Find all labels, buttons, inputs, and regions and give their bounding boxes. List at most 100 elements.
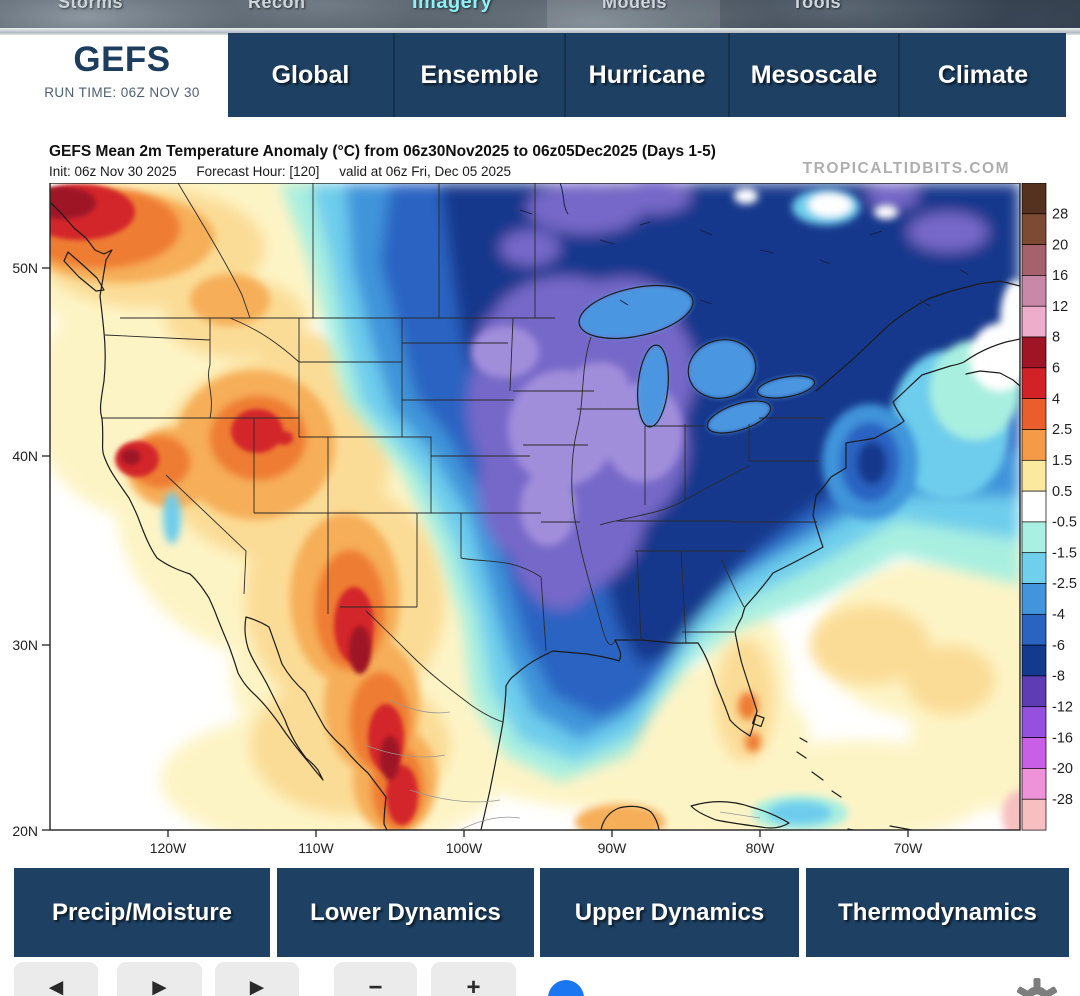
- colorbar-band: [1021, 213, 1047, 246]
- colorbar-band: [1021, 798, 1047, 831]
- lat-label: 40N: [12, 448, 38, 464]
- colorbar-band: [1021, 613, 1047, 646]
- map-frame: [49, 183, 1021, 831]
- cold-levels: [280, 183, 1020, 782]
- colorbar-band: [1021, 737, 1047, 769]
- sitenav-models[interactable]: Models: [602, 0, 668, 12]
- svg-text:-12: -12: [1052, 699, 1073, 715]
- watermark: TROPICALTIDBITS.COM: [802, 160, 1010, 177]
- canada-lakes: [519, 183, 969, 307]
- models-hover-highlight: [547, 0, 720, 28]
- svg-text:1.5: 1.5: [1052, 453, 1072, 469]
- colorbar-band: [1021, 367, 1047, 400]
- colorbar-band: [1021, 768, 1047, 800]
- svg-text:0.5: 0.5: [1052, 484, 1072, 500]
- next-frame-button[interactable]: ►: [215, 962, 299, 996]
- lat-label: 20N: [12, 823, 38, 839]
- speed-up-button[interactable]: +: [431, 962, 516, 996]
- tab-precip-moisture[interactable]: Precip/Moisture: [14, 868, 270, 957]
- tab-ensemble[interactable]: Ensemble: [393, 33, 564, 117]
- colorbar-band: [1021, 305, 1047, 338]
- sitenav-recon[interactable]: Recon: [248, 0, 306, 12]
- state-borders: [101, 183, 824, 723]
- svg-text:16: 16: [1052, 268, 1068, 284]
- svg-text:-8: -8: [1052, 669, 1065, 685]
- colorbar-band: [1021, 336, 1047, 369]
- colorbar-band: [1021, 183, 1047, 215]
- svg-text:-4: -4: [1052, 607, 1065, 623]
- lat-label: 30N: [12, 637, 38, 653]
- lon-label: 70W: [894, 840, 924, 856]
- model-header: GEFS RUN TIME: 06Z NOV 30: [18, 40, 226, 100]
- colorbar-band: [1021, 459, 1047, 492]
- svg-text:-1.5: -1.5: [1052, 545, 1077, 561]
- prev-frame-button[interactable]: ◄: [14, 962, 98, 996]
- forecast-map[interactable]: 50N 40N 30N 20N 120W 110W 100W 90W 80W 7…: [0, 183, 1080, 865]
- axis-ticks: [42, 267, 909, 837]
- coastline: [50, 201, 1020, 830]
- tab-lower-dynamics[interactable]: Lower Dynamics: [277, 868, 534, 957]
- svg-text:12: 12: [1052, 299, 1068, 315]
- tab-global[interactable]: Global: [271, 61, 350, 89]
- settings-gear-icon[interactable]: [1012, 972, 1062, 996]
- colorbar-band: [1021, 583, 1047, 615]
- colorbar-band: [1021, 244, 1047, 276]
- sitenav-storms[interactable]: Storms: [58, 0, 124, 12]
- lon-label: 110W: [298, 840, 334, 856]
- colorbar-band: [1021, 675, 1047, 708]
- sitenav-imagery[interactable]: Imagery: [412, 0, 493, 13]
- site-nav-bar: Storms Recon Imagery Models Tools: [0, 0, 1080, 28]
- axis-labels: 50N 40N 30N 20N 120W 110W 100W 90W 80W 7…: [12, 260, 923, 856]
- lon-label: 120W: [150, 840, 187, 856]
- colorbar-band: [1021, 521, 1047, 554]
- lat-label: 50N: [12, 260, 38, 276]
- map-valid-time: valid at 06z Fri, Dec 05 2025: [339, 164, 512, 179]
- header-divider: [0, 28, 1080, 35]
- colorbar-band: [1021, 706, 1047, 738]
- play-button[interactable]: ►: [117, 962, 202, 996]
- svg-text:-20: -20: [1052, 761, 1073, 777]
- svg-text:-0.5: -0.5: [1052, 515, 1077, 531]
- svg-text:20: 20: [1052, 237, 1068, 253]
- colorbar-band: [1021, 644, 1047, 677]
- svg-text:28: 28: [1052, 207, 1068, 223]
- tab-hurricane[interactable]: Hurricane: [564, 33, 728, 117]
- mexico-borders: [364, 699, 761, 830]
- svg-text:4: 4: [1052, 391, 1060, 407]
- map-title: GEFS Mean 2m Temperature Anomaly (°C) fr…: [49, 143, 716, 160]
- svg-text:-28: -28: [1052, 792, 1073, 808]
- model-run-time: RUN TIME: 06Z NOV 30: [44, 85, 200, 100]
- tab-mesoscale[interactable]: Mesoscale: [728, 33, 898, 117]
- colorbar: [1021, 183, 1047, 831]
- model-title: GEFS: [73, 40, 171, 79]
- lon-label: 80W: [746, 840, 776, 856]
- map-subtitle: Init: 06z Nov 30 2025 Forecast Hour: [12…: [49, 164, 527, 179]
- tab-climate[interactable]: Climate: [898, 33, 1066, 117]
- colorbar-band: [1021, 398, 1047, 430]
- colorbar-band: [1021, 429, 1047, 461]
- colorbar-band: [1021, 552, 1047, 584]
- svg-text:8: 8: [1052, 330, 1060, 346]
- warm-level6: [50, 187, 400, 780]
- svg-text:-16: -16: [1052, 730, 1073, 746]
- svg-text:-6: -6: [1052, 638, 1065, 654]
- speed-down-button[interactable]: −: [334, 962, 417, 996]
- map-forecast-hour: Forecast Hour: [120]: [196, 164, 320, 179]
- svg-text:-2.5: -2.5: [1052, 576, 1077, 592]
- svg-text:2.5: 2.5: [1052, 422, 1072, 438]
- lon-label: 100W: [446, 840, 483, 856]
- colorbar-band: [1021, 275, 1047, 307]
- svg-text:6: 6: [1052, 361, 1060, 377]
- tab-upper-dynamics[interactable]: Upper Dynamics: [540, 868, 799, 957]
- colorbar-labels: 28 20 16 12 8 6 4 2.5 1.5 0.5 -0.5 -1.5 …: [1052, 207, 1077, 808]
- great-lakes: [579, 285, 815, 434]
- map-init-time: Init: 06z Nov 30 2025: [49, 164, 177, 179]
- lon-label: 90W: [598, 840, 628, 856]
- colorbar-band: [1021, 490, 1047, 523]
- model-tab-bar: Global Ensemble Hurricane Mesoscale Clim…: [228, 33, 1066, 117]
- tab-thermodynamics[interactable]: Thermodynamics: [806, 868, 1069, 957]
- sitenav-tools[interactable]: Tools: [792, 0, 842, 12]
- frame-indicator-dot[interactable]: [548, 980, 584, 996]
- anomaly-field: [50, 183, 1020, 830]
